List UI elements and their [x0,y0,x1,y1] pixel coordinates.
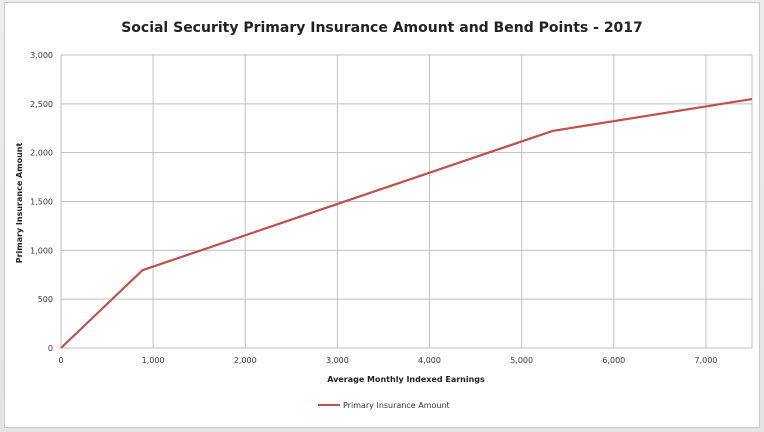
x-axis-label: Average Monthly Indexed Earnings [327,375,485,384]
x-tick-label: 4,000 [418,356,441,365]
chart-card [4,2,760,428]
x-tick-labels: 0 1,000 2,000 3,000 4,000 5,000 6,000 7,000 [58,356,717,365]
y-tick-label: 3,000 [30,51,53,60]
y-tick-label: 500 [38,295,53,304]
legend: Primary Insurance Amount [318,401,450,410]
series-lines [60,98,753,349]
x-tick-label: 0 [58,356,63,365]
grid-lines [60,54,753,349]
y-tick-label: 1,000 [30,246,53,255]
series-line [60,98,753,349]
y-tick-label: 2,000 [30,149,53,158]
x-tick-label: 7,000 [694,356,717,365]
y-tick-label: 1,500 [30,198,53,207]
x-tick-label: 5,000 [510,356,533,365]
y-tick-labels: 0 500 1,000 1,500 2,000 2,500 3,000 [30,51,53,353]
y-axis-label: Primary Insurance Amount [15,143,24,264]
y-tick-label: 0 [48,344,53,353]
y-tick-label: 2,500 [30,100,53,109]
x-tick-label: 6,000 [602,356,625,365]
legend-label: Primary Insurance Amount [343,401,450,410]
x-tick-label: 2,000 [234,356,257,365]
x-tick-label: 3,000 [326,356,349,365]
x-tick-label: 1,000 [142,356,165,365]
chart-title: Social Security Primary Insurance Amount… [121,20,643,36]
